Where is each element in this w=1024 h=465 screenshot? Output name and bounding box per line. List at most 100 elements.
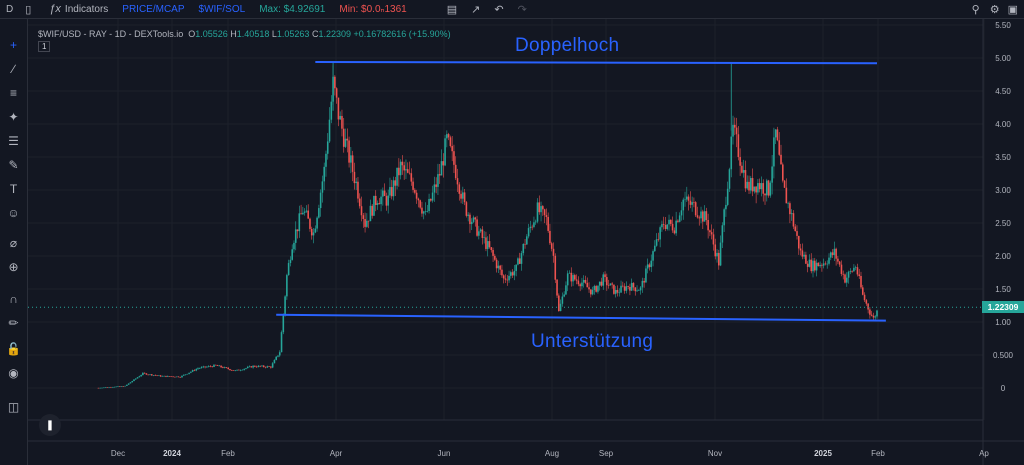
candle-body [255, 366, 258, 368]
candle-body [522, 243, 525, 254]
candle-body [271, 363, 274, 368]
candle-body [755, 186, 757, 193]
candle-body [460, 193, 462, 199]
text-tool-icon[interactable]: T [9, 181, 18, 196]
candle-body [293, 242, 295, 250]
candle-body [744, 170, 747, 189]
price-tick: 3.50 [995, 153, 1011, 162]
line-chart-icon[interactable]: ↗ [471, 3, 481, 16]
candle-body [504, 278, 507, 280]
candle-body [485, 237, 487, 249]
crosshair-icon[interactable]: + [9, 37, 17, 52]
candle-body [188, 372, 190, 374]
brush-icon[interactable]: ✎ [8, 157, 19, 172]
candle-body [150, 374, 153, 376]
drawing-toolbar: + ∕ ≡ ✦ ☰ ✎ T ☺ ⌀ ⊕ ∩ ✏ 🔓 ◉ ◫ [0, 19, 28, 465]
interval-button[interactable]: D [6, 4, 13, 15]
candles-icon[interactable]: ▯ [25, 3, 32, 16]
candle-body [325, 153, 327, 167]
zoom-in-icon[interactable]: ⊕ [8, 259, 19, 274]
candle-body [262, 365, 265, 367]
indicators-button[interactable]: ƒx Indicators [49, 3, 108, 15]
grid [28, 19, 985, 420]
candle-body [229, 369, 231, 371]
candle-body [806, 263, 809, 267]
candle-body [206, 366, 208, 368]
candle-body [733, 124, 736, 128]
magnet-icon[interactable]: ∩ [9, 291, 18, 306]
price-tick: 4.50 [995, 87, 1011, 96]
candle-body [383, 190, 386, 196]
eye-icon[interactable]: ◉ [8, 365, 19, 380]
candle-body [358, 198, 361, 207]
price-mcap-toggle[interactable]: PRICE/MCAP [122, 4, 184, 15]
candle-body [241, 369, 244, 371]
candle-body [134, 378, 137, 380]
resistance-trendline[interactable] [315, 60, 878, 65]
search-icon[interactable]: ⚲ [971, 3, 980, 16]
candle-body [357, 181, 359, 199]
candle-body [302, 212, 304, 215]
candle-body [837, 258, 839, 262]
pair-switch[interactable]: $WIF/SOL [199, 4, 246, 15]
candle-body [561, 296, 564, 304]
candle-body [172, 376, 174, 378]
candle-body [689, 200, 692, 205]
candle-body [392, 180, 395, 197]
candle-body [682, 199, 685, 211]
candle-body [803, 254, 805, 257]
max-price-text: Max: $4.92691 [259, 3, 326, 15]
candle-body [154, 375, 157, 376]
candle-body [499, 265, 501, 270]
redo-icon[interactable]: ↷ [517, 3, 527, 16]
close-value: 1.22309 [318, 29, 351, 39]
lock-drawing-icon[interactable]: ✏ [8, 315, 19, 330]
candle-body [572, 275, 574, 282]
horizontal-lines-icon[interactable]: ≡ [9, 85, 17, 100]
candle-body [709, 230, 711, 233]
candle-body [186, 373, 189, 375]
candle-body [371, 205, 373, 216]
support-trendline[interactable] [276, 313, 886, 322]
chart-type-icon[interactable]: ▤ [446, 3, 458, 16]
fib-tool-icon[interactable]: ☰ [8, 133, 19, 148]
candle-body [198, 368, 201, 369]
undo-icon[interactable]: ↶ [494, 3, 504, 16]
candle-body [716, 252, 718, 257]
trash-icon[interactable]: ◫ [7, 399, 20, 414]
pattern-tool-icon[interactable]: ✦ [8, 109, 19, 124]
camera-icon[interactable]: ▣ [1007, 3, 1018, 16]
candle-body [136, 377, 139, 379]
lock-icon[interactable]: 🔓 [6, 341, 21, 356]
candle-body [305, 210, 308, 212]
last-price-tag: 1.22309 [982, 301, 1024, 314]
candle-body [851, 271, 853, 272]
candle-body [654, 245, 656, 252]
candle-body [844, 274, 846, 283]
scroll-button[interactable]: ❚ [39, 414, 61, 436]
candle-body [678, 215, 681, 222]
candle-body [102, 387, 105, 389]
gear-icon[interactable]: ⚙ [989, 3, 1000, 16]
low-value: 1.05263 [276, 29, 310, 39]
candle-body [785, 187, 788, 204]
price-tick: 0 [1001, 384, 1006, 393]
layer-badge[interactable]: 1 [38, 41, 51, 52]
candle-body [197, 368, 199, 370]
ruler-icon[interactable]: ⌀ [9, 235, 18, 250]
candle-body [312, 232, 315, 236]
candle-body [593, 286, 596, 290]
top-toolbar: D ▯ ƒx Indicators PRICE/MCAP $WIF/SOL Ma… [0, 0, 1024, 19]
candle-body [581, 282, 583, 287]
candle-body [159, 375, 162, 377]
emoji-icon[interactable]: ☺ [7, 205, 20, 220]
candle-body [286, 275, 288, 297]
candle-body [550, 243, 553, 249]
candle-body [298, 213, 301, 232]
trendline-tool-icon[interactable]: ∕ [12, 61, 15, 76]
candle-body [309, 218, 311, 229]
candle-body [652, 251, 654, 261]
candle-body [865, 300, 868, 304]
candle-body [472, 217, 475, 222]
